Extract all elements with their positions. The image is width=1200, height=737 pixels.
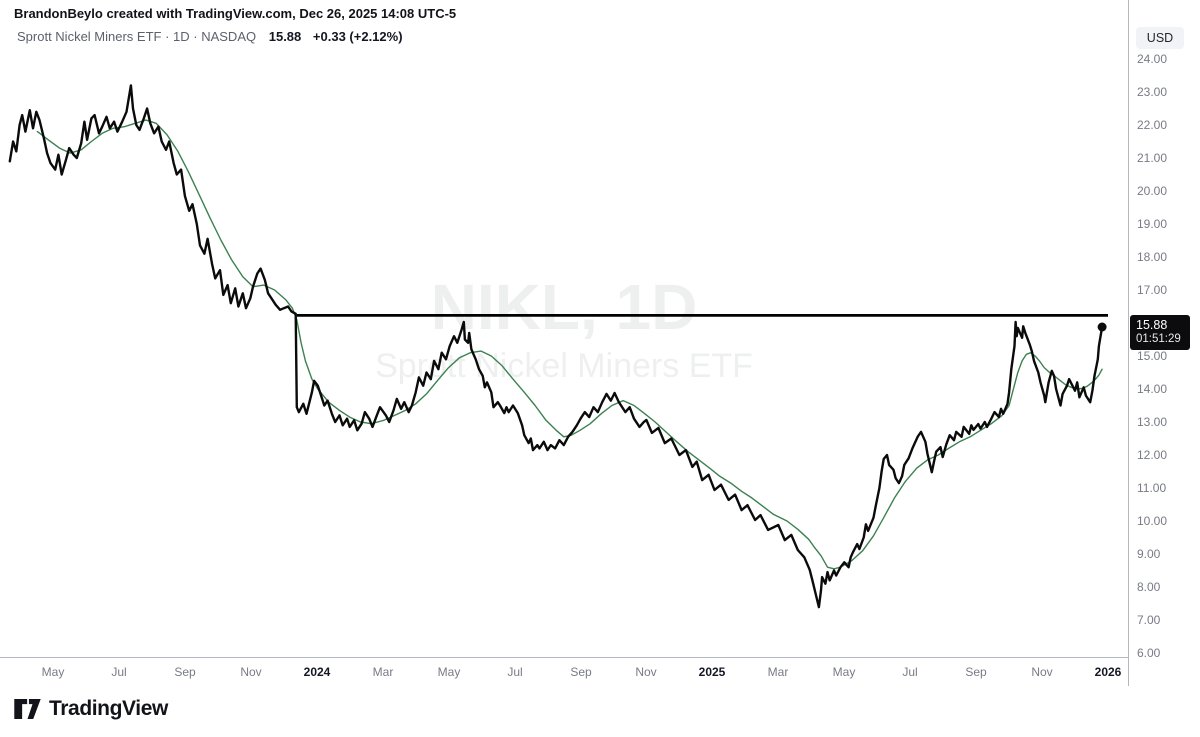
time-axis-border <box>0 657 1129 658</box>
time-tick-label: May <box>41 665 65 679</box>
price-tick-label: 9.00 <box>1137 547 1161 561</box>
last-price-axis-label: 15.88 01:51:29 <box>1130 314 1190 350</box>
time-tick-label: Nov <box>240 665 262 679</box>
time-tick-label: Jul <box>111 665 127 679</box>
price-tick-label: 18.00 <box>1137 250 1168 264</box>
price-axis-border <box>1128 0 1129 686</box>
price-tick-label: 8.00 <box>1137 580 1161 594</box>
time-tick-label: Sep <box>174 665 196 679</box>
chart-canvas[interactable] <box>0 0 1128 657</box>
tradingview-logo-icon <box>14 699 41 719</box>
price-line-path <box>8 84 1104 609</box>
time-tick-label: Mar <box>767 665 789 679</box>
tradingview-logo-link[interactable]: TradingView <box>14 697 168 721</box>
time-tick-label: Nov <box>1031 665 1053 679</box>
time-tick-label: Mar <box>372 665 394 679</box>
price-tick-label: 17.00 <box>1137 283 1168 297</box>
last-price-dot <box>1097 322 1107 332</box>
price-tick-label: 23.00 <box>1137 85 1168 99</box>
price-axis[interactable]: USD 24.00 23.00 22.00 21.00 20.00 19.00 18.00 1… <box>1129 0 1200 686</box>
price-tick-label: 19.00 <box>1137 217 1168 231</box>
price-tick-label: 11.00 <box>1137 481 1167 495</box>
bar-countdown: 01:51:29 <box>1136 333 1181 346</box>
time-tick-label: May <box>437 665 461 679</box>
price-tick-label: 21.00 <box>1137 151 1168 165</box>
time-tick-label: Sep <box>570 665 592 679</box>
time-tick-label: Nov <box>635 665 657 679</box>
time-tick-label: May <box>832 665 856 679</box>
price-tick-label: 6.00 <box>1137 646 1161 660</box>
symbol-row: Sprott Nickel Miners ETF · 1D · NASDAQ 1… <box>17 29 403 44</box>
time-axis[interactable]: May Jul Sep Nov 2024 Mar May Jul Sep Nov 2025 Mar Ma… <box>0 658 1128 686</box>
last-price-value: 15.88 <box>268 29 302 44</box>
time-tick-label: Jul <box>902 665 918 679</box>
time-tick-label: 2026 <box>1094 665 1122 679</box>
tradingview-logo-text: TradingView <box>49 697 168 720</box>
symbol-description: Sprott Nickel Miners ETF · 1D · NASDAQ <box>17 29 257 44</box>
price-tick-label: 13.00 <box>1137 415 1168 429</box>
price-tick-label: 22.00 <box>1137 118 1168 132</box>
attribution-text: BrandonBeylo created with TradingView.co… <box>14 6 457 21</box>
price-tick-label: 15.00 <box>1137 349 1168 363</box>
price-tick-label: 14.00 <box>1137 382 1168 396</box>
time-tick-label: 2024 <box>303 665 331 679</box>
time-tick-label: 2025 <box>698 665 726 679</box>
price-tick-label: 12.00 <box>1137 448 1168 462</box>
currency-toggle-button[interactable]: USD <box>1136 27 1184 49</box>
price-tick-label: 10.00 <box>1137 514 1168 528</box>
price-tick-label: 7.00 <box>1137 613 1161 627</box>
time-tick-label: Sep <box>965 665 987 679</box>
price-change-value: +0.33 (+2.12%) <box>312 29 403 44</box>
price-tick-label: 24.00 <box>1137 52 1168 66</box>
last-price-axis-value: 15.88 <box>1136 318 1168 333</box>
price-tick-label: 20.00 <box>1137 184 1168 198</box>
ma-line-path <box>36 119 1103 570</box>
time-tick-label: Jul <box>507 665 523 679</box>
